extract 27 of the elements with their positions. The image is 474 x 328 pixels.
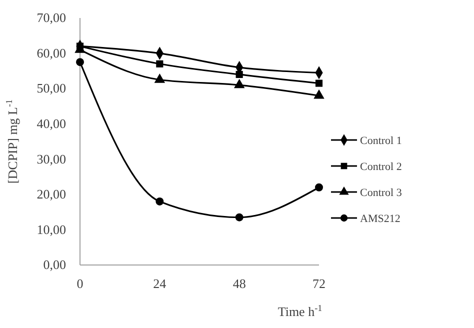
point xyxy=(315,183,323,192)
point xyxy=(154,74,166,83)
y-tick-label: 30,00 xyxy=(36,151,66,166)
legend-label: AMS212 xyxy=(360,213,400,225)
point xyxy=(156,198,164,206)
y-tick-label: 70,00 xyxy=(36,10,66,26)
x-tick-label: 0 xyxy=(76,276,84,292)
x-axis-title: Time h$^{-1}$ xyxy=(278,303,322,319)
y-tick-label: 60,00 xyxy=(36,45,66,60)
point xyxy=(314,89,324,99)
y-tick-label: 10,00 xyxy=(36,222,66,237)
point xyxy=(234,78,245,88)
y-tick-label: 0,00 xyxy=(43,257,66,272)
legend-label: Control 3 xyxy=(360,187,402,199)
point xyxy=(235,213,244,222)
x-tick-label: 72 xyxy=(312,276,326,292)
legend-label: Control 2 xyxy=(360,161,402,173)
y-tick-label: 20,00 xyxy=(36,186,66,202)
y-tick-label: 40,00 xyxy=(36,116,66,132)
point xyxy=(236,70,243,78)
point xyxy=(76,58,84,66)
point xyxy=(315,80,323,87)
x-tick-label: 24 xyxy=(153,276,167,292)
legend-label: Control 1 xyxy=(360,135,402,147)
x-tick-label: 48 xyxy=(232,276,246,292)
y-tick-label: 50,00 xyxy=(36,80,66,96)
point xyxy=(156,60,164,68)
